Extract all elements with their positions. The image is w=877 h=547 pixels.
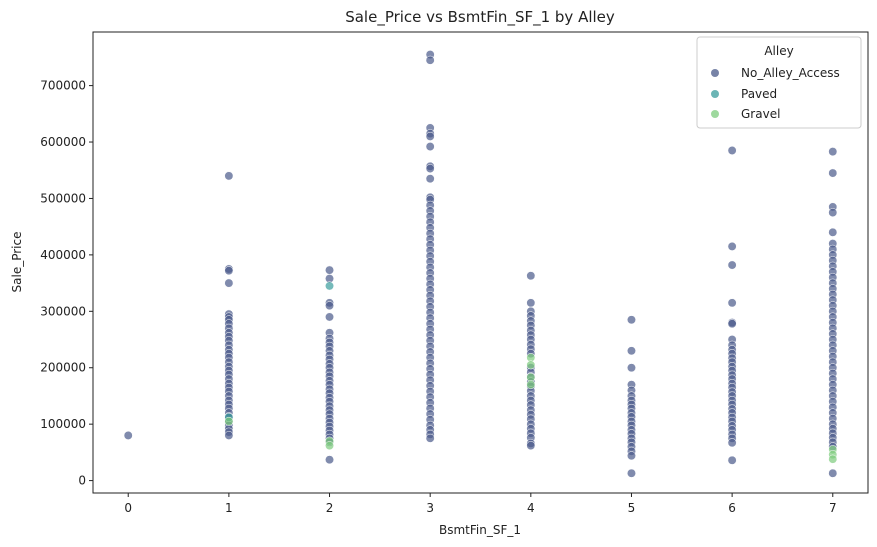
- x-tick-label: 6: [728, 501, 736, 515]
- legend: Alley No_Alley_Access Paved Gravel: [696, 36, 862, 129]
- data-point-no-alley-access: [425, 164, 435, 174]
- legend-marker-no-alley-access: [711, 69, 719, 77]
- y-tick-label: 500000: [40, 191, 86, 205]
- x-tick-label: 2: [326, 501, 334, 515]
- data-point-no-alley-access: [526, 298, 536, 308]
- x-tick-label: 1: [225, 501, 233, 515]
- data-point-no-alley-access: [727, 146, 737, 155]
- y-tick-label: 600000: [40, 135, 86, 149]
- data-point-no-alley-access: [526, 271, 536, 281]
- y-tick-label: 0: [78, 474, 86, 488]
- x-tick-label: 3: [426, 501, 434, 515]
- legend-box: [696, 36, 862, 129]
- data-point-no-alley-access: [325, 312, 334, 322]
- legend-marker-paved: [711, 90, 719, 98]
- legend-label-paved: Paved: [741, 87, 777, 101]
- data-point-no-alley-access: [425, 55, 435, 65]
- data-point-no-alley-access: [627, 451, 636, 461]
- data-point-no-alley-access: [627, 363, 636, 373]
- data-point-no-alley-access: [325, 455, 334, 465]
- x-tick-label: 0: [124, 501, 132, 515]
- data-point-no-alley-access: [425, 131, 435, 141]
- data-point-no-alley-access: [224, 278, 234, 288]
- data-point-no-alley-access: [627, 315, 636, 325]
- data-point-no-alley-access: [425, 433, 435, 443]
- data-point-no-alley-access: [828, 227, 838, 237]
- data-point-no-alley-access: [727, 298, 737, 308]
- data-point-gravel: [325, 441, 334, 451]
- y-tick-label: 700000: [40, 79, 86, 93]
- data-point-gravel: [828, 454, 838, 464]
- data-point-no-alley-access: [727, 438, 737, 448]
- x-axis: 0 1 2 3 4 5 6 7: [124, 493, 837, 515]
- data-point-no-alley-access: [727, 241, 737, 251]
- data-point-no-alley-access: [828, 168, 838, 178]
- data-point-no-alley-access: [325, 265, 334, 275]
- data-point-no-alley-access: [526, 441, 536, 451]
- data-point-no-alley-access: [123, 430, 133, 440]
- data-point-no-alley-access: [727, 319, 737, 329]
- legend-marker-gravel: [711, 110, 719, 118]
- plot-frame: [92, 31, 869, 494]
- x-axis-label: BsmtFin_SF_1: [439, 523, 521, 537]
- y-tick-label: 200000: [40, 361, 86, 375]
- y-tick-label: 400000: [40, 248, 86, 262]
- data-point-no-alley-access: [224, 171, 234, 181]
- data-point-no-alley-access: [224, 266, 234, 276]
- y-axis-label: Sale_Price: [10, 232, 24, 293]
- data-point-no-alley-access: [828, 208, 838, 218]
- data-point-gravel: [224, 416, 234, 426]
- data-point-gravel: [526, 360, 536, 370]
- y-tick-label: 300000: [40, 304, 86, 318]
- x-tick-label: 4: [527, 501, 535, 515]
- data-point-no-alley-access: [828, 468, 838, 478]
- data-point-no-alley-access: [727, 455, 737, 465]
- data-point-no-alley-access: [224, 430, 234, 440]
- x-tick-label: 7: [829, 501, 837, 515]
- y-axis: 0 100000 200000 300000 400000 500000 600000 700…: [40, 79, 93, 488]
- data-point-gravel: [526, 380, 536, 390]
- x-tick-label: 5: [628, 501, 636, 515]
- data-points: [123, 50, 838, 478]
- data-point-no-alley-access: [425, 142, 435, 151]
- data-point-no-alley-access: [828, 147, 838, 157]
- data-point-paved: [325, 281, 334, 291]
- legend-label-gravel: Gravel: [741, 107, 780, 121]
- data-point-no-alley-access: [627, 468, 636, 478]
- data-point-no-alley-access: [425, 174, 435, 184]
- chart-title: Sale_Price vs BsmtFin_SF_1 by Alley: [345, 8, 615, 27]
- data-point-no-alley-access: [727, 260, 737, 270]
- data-point-no-alley-access: [627, 346, 636, 356]
- legend-title: Alley: [764, 44, 793, 58]
- legend-label-no-alley-access: No_Alley_Access: [741, 66, 840, 80]
- y-tick-label: 100000: [40, 417, 86, 431]
- data-point-no-alley-access: [325, 301, 334, 311]
